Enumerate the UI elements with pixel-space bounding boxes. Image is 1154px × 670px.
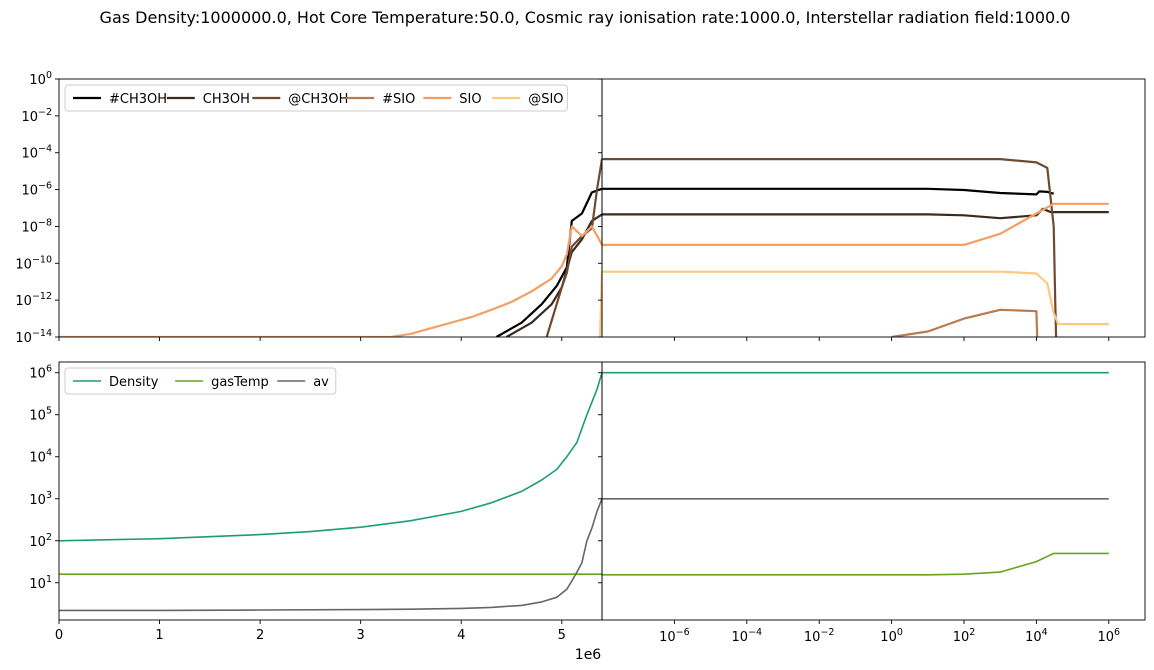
legend-label-SIO: SIO [459,92,481,107]
panel-top-left-lines [59,158,602,337]
legend-label-@CH3OH: @CH3OH [288,92,348,107]
legend-label-@SIO: @SIO [528,92,563,107]
series-line-SIO [602,202,1109,246]
y-tick-label: 10−2 [21,107,52,125]
panel-bottom-right-lines [602,371,1109,576]
series-line-#CH3OH [602,187,1054,196]
x-offset-label: 1e6 [575,647,602,663]
x-tick-label: 10−6 [659,627,690,645]
legend-layer: #CH3OH CH3OH @CH3OH #SIO SIO @SIO Density gasTe… [64,84,568,395]
x-tick-label: 106 [1098,627,1121,645]
y-tick-label: 104 [29,448,52,466]
series-line-@CH3OH [545,158,602,337]
legend-label-Density: Density [109,375,159,390]
y-tick-label: 101 [29,574,52,592]
legend-label-gasTemp: gasTemp [211,375,269,390]
series-line-@SIO [602,270,1109,326]
x-tick-label: 1 [155,628,163,643]
x-tick-label: 102 [953,627,976,645]
series-line-#SIO [891,308,1039,337]
y-tick-label: 10−14 [15,328,52,346]
series-line-Density [59,372,602,542]
x-tick-label: 4 [457,628,465,643]
y-tick-label: 105 [29,406,52,424]
y-tick-label: 106 [29,364,52,382]
y-tick-label: 10−6 [21,181,52,199]
y-tick-label: 10−12 [15,291,52,309]
plot-layer [59,158,1109,612]
series-line-@CH3OH [602,158,1058,337]
x-tick-label: 10−2 [804,627,835,645]
x-tick-label: 3 [357,628,365,643]
legend-bottom-left: Density gasTemp av [64,367,337,395]
panel-frame-top-right [601,78,1146,338]
panel-bottom-left-lines [59,372,602,612]
legend-box [64,84,568,112]
series-line-gasTemp [602,552,1109,576]
series-line-#CH3OH [495,187,602,337]
x-tick-label: 10−4 [732,627,763,645]
y-tick-label: 102 [29,532,52,550]
y-tick-label: 103 [29,490,52,508]
y-tick-label: 10−10 [15,254,52,272]
x-tick-label: 0 [55,628,63,643]
axes-layer: 10010−210−410−610−810−1010−1210−14101102… [15,70,1146,645]
figure-title: Gas Density:1000000.0, Hot Core Temperat… [99,8,1071,27]
y-tick-label: 100 [29,70,52,88]
legend-label-#CH3OH: #CH3OH [109,92,167,107]
y-tick-label: 10−8 [21,217,52,235]
legend-top-left: #CH3OH CH3OH @CH3OH #SIO SIO @SIO [64,84,568,112]
legend-label-CH3OH: CH3OH [203,92,250,107]
x-tick-label: 2 [256,628,264,643]
x-tick-label: 100 [880,627,903,645]
x-tick-label: 5 [558,628,566,643]
panel-top-right-lines [602,158,1109,337]
series-line-CH3OH [602,207,1109,220]
x-tick-label: 104 [1025,627,1048,645]
panel-frame-bottom-right [601,361,1146,621]
legend-label-#SIO: #SIO [382,92,415,107]
series-line-SIO [59,225,602,337]
legend-label-av: av [313,375,329,390]
y-tick-label: 10−4 [21,144,52,162]
series-line-av [59,498,602,612]
